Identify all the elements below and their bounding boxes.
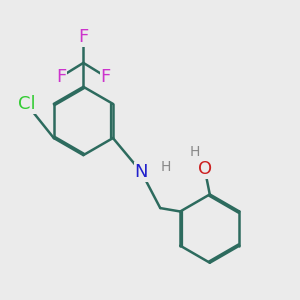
Text: F: F (100, 68, 111, 85)
Text: H: H (160, 160, 171, 174)
Text: H: H (189, 145, 200, 159)
Text: O: O (198, 160, 212, 178)
Text: F: F (78, 28, 88, 46)
Text: Cl: Cl (18, 95, 35, 113)
Text: N: N (135, 163, 148, 181)
Text: F: F (56, 68, 66, 85)
